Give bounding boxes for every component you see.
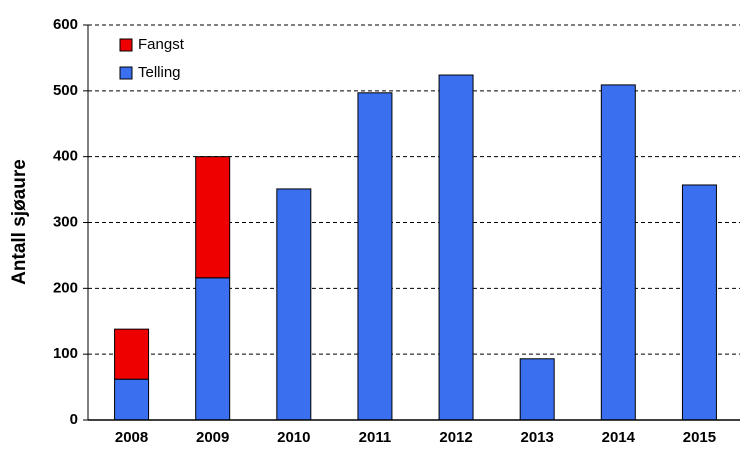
bar-segment: [114, 378, 150, 421]
bar-segment: [276, 188, 312, 421]
x-tick-label: 2014: [602, 429, 636, 446]
y-axis-label: Antall sjøaure: [9, 159, 30, 285]
y-tick-label: 100: [53, 345, 78, 362]
legend-label: Telling: [138, 64, 181, 81]
bar-segment: [519, 358, 555, 421]
legend-swatch: [119, 38, 133, 52]
x-tick-label: 2012: [439, 429, 472, 446]
y-tick-label: 0: [70, 411, 78, 428]
bar-segment: [195, 277, 231, 421]
y-tick-label: 600: [53, 16, 78, 33]
x-tick-label: 2013: [521, 429, 554, 446]
legend-label: Fangst: [138, 36, 185, 53]
x-tick-label: 2015: [683, 429, 716, 446]
x-tick-label: 2008: [115, 429, 148, 446]
bar-segment: [357, 92, 393, 421]
legend-swatch: [119, 66, 133, 80]
x-tick-label: 2010: [277, 429, 310, 446]
bar-segment: [195, 156, 231, 279]
y-tick-label: 200: [53, 279, 78, 296]
x-tick-label: 2011: [359, 429, 392, 446]
x-tick-label: 2009: [196, 429, 229, 446]
y-tick-label: 500: [53, 82, 78, 99]
y-tick-label: 300: [53, 213, 78, 230]
y-tick-label: 400: [53, 148, 78, 165]
bar-segment: [114, 328, 150, 380]
bar-segment: [438, 74, 474, 421]
bar-segment: [681, 184, 717, 421]
bar-segment: [600, 84, 636, 421]
